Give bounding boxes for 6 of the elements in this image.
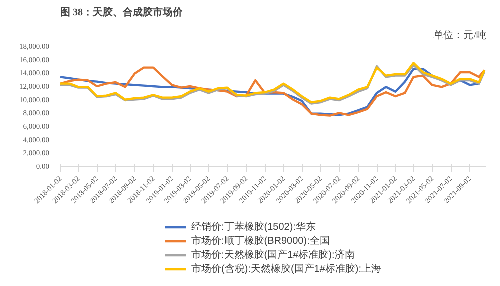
chart-title: 图 38：天胶、合成胶市场价	[60, 6, 184, 18]
legend-label: 市场价(含税):天然橡胶(国产1#标准胶):上海	[192, 262, 382, 276]
legend-label: 市场价:顺丁橡胶(BR9000):全国	[192, 234, 330, 248]
legend-label: 经销价:丁苯橡胶(1502):华东	[192, 220, 316, 234]
text: 单位：元/吨	[434, 30, 487, 42]
legend-label: 市场价:天然橡胶(国产1#标准胶):济南	[192, 248, 355, 262]
